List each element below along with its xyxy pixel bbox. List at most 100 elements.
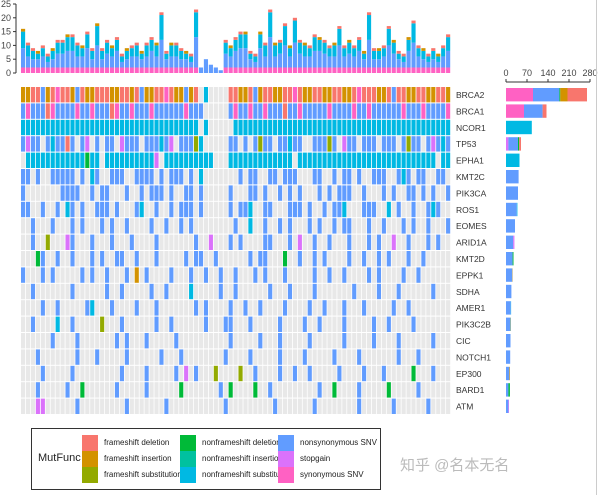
matrix-cell-BARD1 <box>401 382 406 398</box>
top-bar-segment <box>302 56 307 68</box>
matrix-cell-ROS1 <box>184 201 189 218</box>
matrix-cell-EP300 <box>253 365 258 382</box>
matrix-cell-BRCA1 <box>90 103 95 119</box>
right-bar-segment-BARD1 <box>508 383 510 397</box>
right-bar-segment-EPHA1 <box>506 153 520 167</box>
matrix-cell-ARID1A <box>218 234 223 250</box>
matrix-cell-AMER1 <box>312 300 317 316</box>
matrix-cell-ARID1A <box>352 234 357 250</box>
matrix-cell-ROS1 <box>144 201 149 218</box>
matrix-cell-ATM <box>109 398 115 414</box>
matrix-cell-ROS1 <box>386 201 391 218</box>
matrix-cell-EPPK1 <box>366 267 372 283</box>
matrix-cell-NOTCH1 <box>149 349 154 365</box>
matrix-cell-CIC <box>139 333 144 349</box>
matrix-cell-PIK3C2B <box>154 316 159 332</box>
matrix-cell-EOMES <box>421 218 426 234</box>
matrix-cell-BRCA1 <box>30 103 36 119</box>
gene-label: EP300 <box>456 369 482 379</box>
matrix-cell-KMT2D <box>436 251 441 267</box>
matrix-cell-ROS1 <box>198 201 204 218</box>
matrix-cell-BARD1 <box>342 382 347 398</box>
legend-label: stopgain <box>300 454 331 463</box>
matrix-cell-BRCA1 <box>223 103 228 119</box>
matrix-cell-SDHA <box>386 283 391 300</box>
matrix-cell-SDHA <box>75 283 80 300</box>
top-bar-segment <box>243 67 248 73</box>
matrix-cell-EP300 <box>184 365 189 382</box>
matrix-cell-PIK3C2B <box>347 316 352 332</box>
matrix-cell-EPHA1 <box>406 152 411 168</box>
matrix-cell-SDHA <box>287 283 293 300</box>
matrix-cell-CIC <box>342 333 347 349</box>
matrix-cell-PIK3CA <box>243 185 248 201</box>
matrix-cell-ROS1 <box>21 201 26 218</box>
matrix-cell-BRCA2 <box>80 87 85 103</box>
matrix-cell-EP300 <box>376 365 382 382</box>
matrix-cell-EPPK1 <box>124 267 129 283</box>
matrix-cell-NCOR1 <box>189 119 194 136</box>
matrix-cell-PIK3C2B <box>302 316 307 332</box>
matrix-cell-KMT2D <box>273 251 278 267</box>
top-bar-segment <box>282 67 288 73</box>
matrix-cell-ARID1A <box>198 234 204 250</box>
legend-swatch <box>278 435 294 451</box>
matrix-cell-BRCA1 <box>134 103 139 119</box>
matrix-cell-BRCA2 <box>263 87 268 103</box>
top-bar-segment <box>366 15 372 40</box>
top-bar-segment <box>263 45 268 57</box>
matrix-cell-EOMES <box>426 218 431 234</box>
top-bar-segment <box>60 53 65 68</box>
matrix-cell-EPPK1 <box>174 267 179 283</box>
matrix-cell-AMER1 <box>253 300 258 316</box>
legend-swatch <box>180 435 196 451</box>
matrix-cell-BRCA1 <box>218 103 223 119</box>
top-bar-segment <box>159 12 164 16</box>
matrix-cell-TP53 <box>352 136 357 152</box>
top-bar-segment <box>317 67 322 73</box>
matrix-cell-ATM <box>21 398 26 414</box>
matrix-cell-PIK3CA <box>134 185 139 201</box>
matrix-cell-ARID1A <box>366 234 372 250</box>
top-bar-segment <box>436 67 441 73</box>
matrix-cell-CIC <box>179 333 184 349</box>
top-bar-segment <box>436 53 441 57</box>
matrix-cell-PIK3C2B <box>45 316 50 332</box>
matrix-cell-AMER1 <box>302 300 307 316</box>
matrix-cell-ARID1A <box>154 234 159 250</box>
matrix-cell-TP53 <box>332 136 337 152</box>
matrix-cell-EOMES <box>203 218 209 234</box>
matrix-cell-NOTCH1 <box>179 349 184 365</box>
matrix-cell-EPHA1 <box>129 152 134 168</box>
matrix-cell-BRCA2 <box>287 87 293 103</box>
matrix-cell-BRCA2 <box>431 87 436 103</box>
matrix-cell-ATM <box>258 398 263 414</box>
matrix-cell-ARID1A <box>119 234 124 250</box>
top-bar-segment <box>55 53 60 68</box>
matrix-cell-TP53 <box>357 136 362 152</box>
matrix-cell-PIK3C2B <box>50 316 55 332</box>
matrix-cell-EOMES <box>154 218 159 234</box>
matrix-cell-ATM <box>223 398 228 414</box>
top-bar-segment <box>342 67 347 73</box>
top-bar-segment <box>238 67 243 73</box>
matrix-cell-NOTCH1 <box>154 349 159 365</box>
matrix-cell-CIC <box>287 333 293 349</box>
matrix-cell-EPPK1 <box>85 267 90 283</box>
matrix-cell-BRCA2 <box>426 87 431 103</box>
matrix-cell-CIC <box>189 333 194 349</box>
matrix-cell-CIC <box>292 333 297 349</box>
top-bar-segment <box>332 67 337 73</box>
top-bar-segment <box>371 59 377 68</box>
matrix-cell-NOTCH1 <box>287 349 293 365</box>
matrix-cell-NCOR1 <box>109 119 115 136</box>
matrix-cell-NOTCH1 <box>25 349 31 365</box>
matrix-cell-EP300 <box>431 365 436 382</box>
matrix-cell-AMER1 <box>75 300 80 316</box>
matrix-cell-NOTCH1 <box>297 349 302 365</box>
top-bar-segment <box>213 67 218 73</box>
matrix-cell-PIK3C2B <box>193 316 199 332</box>
matrix-cell-AMER1 <box>184 300 189 316</box>
top-bar-segment <box>371 50 377 60</box>
matrix-cell-BRCA2 <box>90 87 95 103</box>
